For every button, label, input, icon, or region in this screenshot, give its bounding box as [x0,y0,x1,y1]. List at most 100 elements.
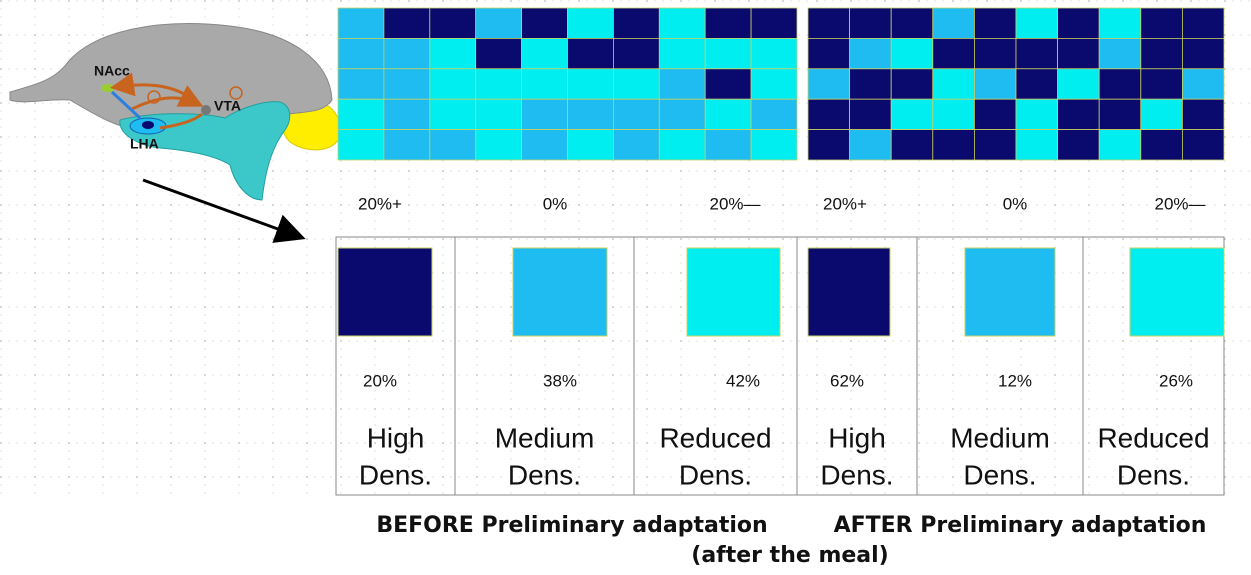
grid-cell [974,130,1016,160]
grid-cell [891,130,933,160]
percent-label: 20% [363,371,397,390]
grid-cell [850,38,892,68]
grid-cell [476,69,522,99]
grid-cell [476,130,522,160]
grid-cell [891,38,933,68]
grid-cell [1099,8,1141,38]
grid-cell [891,99,933,129]
grid-cell [808,99,850,129]
grid-cell [1016,130,1058,160]
grid-cell [568,69,614,99]
grid-cell [384,99,430,129]
grid-cell [338,99,384,129]
grid-cell [705,69,751,99]
grid-cell [613,99,659,129]
percent-label: 42% [726,371,760,390]
shift-label: 0% [1003,194,1028,213]
grid-cell [751,130,797,160]
grid-cell [933,69,975,99]
grid-cell [1058,130,1100,160]
density-swatch [965,248,1055,336]
grid-cell [659,69,705,99]
grid-cell [613,69,659,99]
grid-cell [751,38,797,68]
density-swatch [513,248,607,336]
grid-cell [850,8,892,38]
grid-cell [1099,69,1141,99]
grid-cell [659,130,705,160]
grid-cell [384,38,430,68]
grid-cell [522,130,568,160]
grid-cell [1016,38,1058,68]
caption: AFTER Preliminary adaptation [834,513,1207,538]
grid-cell [1016,69,1058,99]
grid-cell [891,69,933,99]
grid-cell [1182,130,1224,160]
page: {"brain": {"labels": ["NAcc", "VTA", "LH… [0,0,1251,575]
grid-cell [850,130,892,160]
grid-cell [384,130,430,160]
grid-cell [1141,38,1183,68]
grid-cell [430,69,476,99]
grid-cell [659,99,705,129]
grid-cell [1182,38,1224,68]
grid-cell [522,8,568,38]
grid-cell [891,8,933,38]
grid-cell [933,130,975,160]
shift-label: 20%— [709,194,760,213]
grid-cell [338,130,384,160]
grid-cell [522,69,568,99]
grid-cell [933,8,975,38]
grid-cell [476,38,522,68]
vta-region [201,105,211,115]
grid-cell [338,69,384,99]
brain-label: VTA [214,98,241,114]
caption: BEFORE Preliminary adaptation [376,513,767,538]
shift-label: 20%+ [823,194,867,213]
grid-cell [430,8,476,38]
grid-cell [568,8,614,38]
percent-label: 26% [1159,371,1193,390]
grid-cell [974,99,1016,129]
grid-cell [1182,69,1224,99]
density-label: Medium [495,422,595,453]
grid-cell [476,8,522,38]
grid-cell [522,99,568,129]
grid-cell [1058,8,1100,38]
grid-cell [751,69,797,99]
grid-cell [568,99,614,129]
density-label: Dens. [359,459,432,490]
grid-cell [1141,8,1183,38]
density-label: Reduced [659,422,771,453]
grid-cell [933,99,975,129]
grid-cell [1141,99,1183,129]
shift-label: 0% [543,194,568,213]
grid-cell [659,8,705,38]
grid-cell [384,8,430,38]
brain-label: LHA [130,136,159,152]
grid-cell [384,69,430,99]
grid-cell [613,130,659,160]
grid-cell [974,8,1016,38]
percent-label: 12% [998,371,1032,390]
grid-cell [808,69,850,99]
percent-label: 62% [830,371,864,390]
grid-cell [338,8,384,38]
grid-cell [850,69,892,99]
grid-cell [430,130,476,160]
lha-core [142,121,154,129]
grid-cell [659,38,705,68]
grid-cell [1182,99,1224,129]
density-label: Dens. [679,459,752,490]
density-swatch [808,248,890,336]
grid-cell [338,38,384,68]
grid-cell [430,99,476,129]
grid-cell [613,38,659,68]
grid-cell [808,130,850,160]
grid-cell [705,99,751,129]
grid-cell [751,99,797,129]
density-label: Dens. [1117,459,1190,490]
grid-cell [1016,8,1058,38]
grid-cell [705,38,751,68]
grid-cell [705,130,751,160]
